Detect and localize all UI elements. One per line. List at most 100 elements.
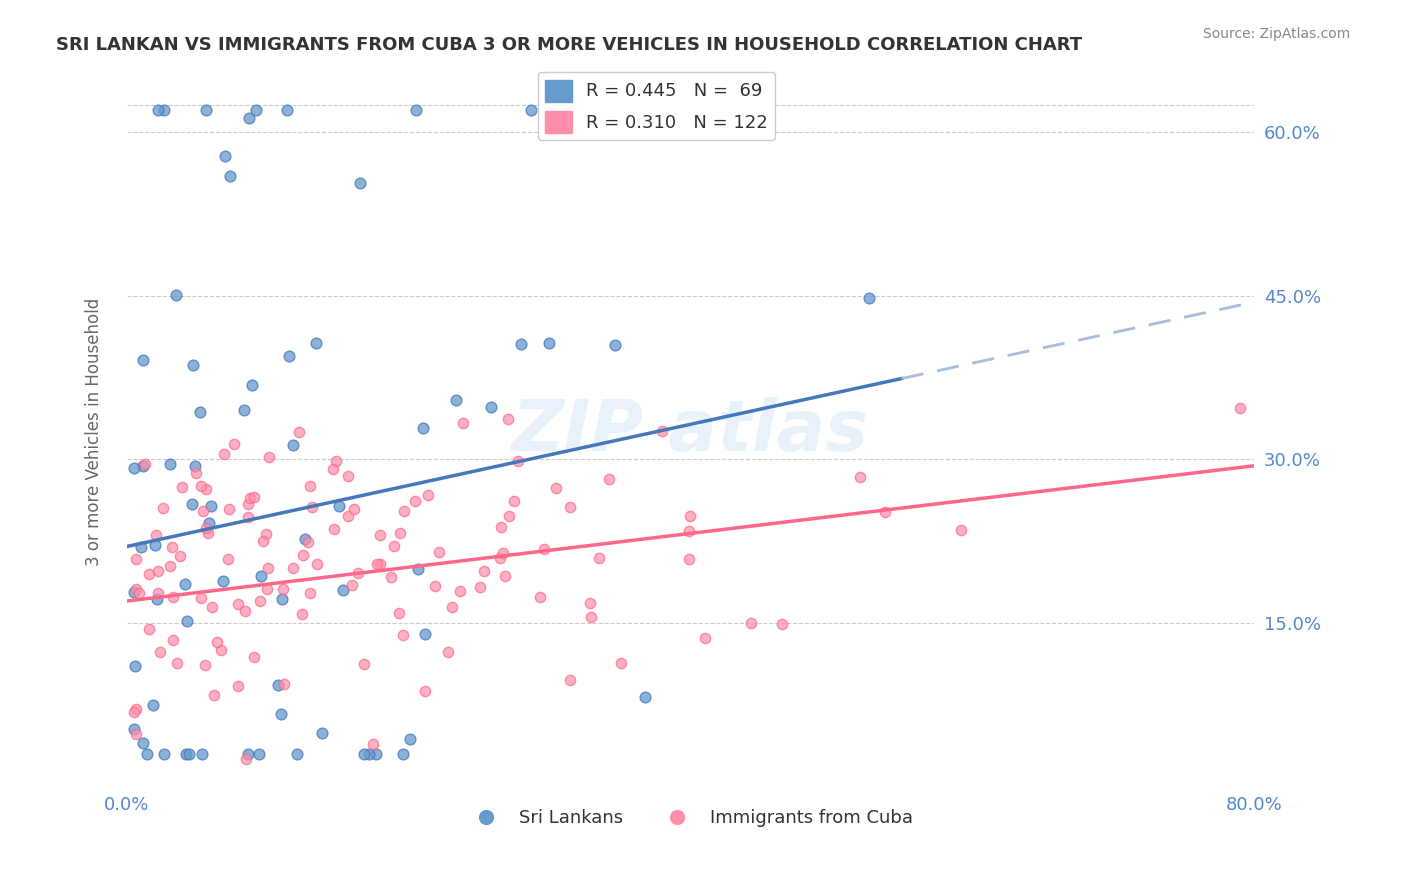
- Point: [238, 112, 260, 126]
- Point: [191, 504, 214, 518]
- Point: [125, 582, 148, 596]
- Point: [212, 447, 235, 461]
- Point: [148, 564, 170, 578]
- Point: [122, 460, 145, 475]
- Point: [238, 747, 260, 761]
- Point: [190, 591, 212, 605]
- Point: [437, 645, 460, 659]
- Point: [162, 633, 184, 648]
- Point: [132, 736, 155, 750]
- Point: [217, 551, 239, 566]
- Point: [190, 747, 212, 761]
- Point: [245, 103, 267, 118]
- Point: [858, 291, 880, 305]
- Point: [240, 377, 263, 392]
- Point: [336, 469, 359, 483]
- Point: [166, 656, 188, 670]
- Point: [204, 688, 226, 702]
- Point: [146, 592, 169, 607]
- Point: [492, 545, 515, 559]
- Point: [291, 607, 314, 622]
- Point: [125, 702, 148, 716]
- Point: [136, 747, 159, 761]
- Point: [1229, 401, 1251, 415]
- Point: [267, 678, 290, 692]
- Point: [558, 673, 581, 687]
- Point: [170, 480, 193, 494]
- Point: [138, 566, 160, 581]
- Point: [479, 401, 502, 415]
- Point: [875, 506, 897, 520]
- Point: [218, 501, 240, 516]
- Point: [219, 169, 242, 183]
- Point: [131, 458, 153, 473]
- Point: [124, 659, 146, 673]
- Point: [366, 747, 388, 761]
- Point: [249, 593, 271, 607]
- Point: [283, 561, 305, 575]
- Point: [250, 569, 273, 583]
- Point: [297, 535, 319, 549]
- Point: [152, 500, 174, 515]
- Point: [579, 596, 602, 610]
- Point: [184, 458, 207, 473]
- Point: [533, 541, 555, 556]
- Point: [183, 358, 205, 372]
- Point: [415, 684, 437, 698]
- Text: Source: ZipAtlas.com: Source: ZipAtlas.com: [1202, 27, 1350, 41]
- Point: [276, 103, 298, 118]
- Point: [193, 658, 215, 673]
- Point: [529, 590, 551, 604]
- Point: [770, 616, 793, 631]
- Point: [305, 558, 328, 572]
- Point: [188, 405, 211, 419]
- Point: [520, 103, 543, 118]
- Point: [214, 149, 236, 163]
- Point: [198, 516, 221, 530]
- Point: [285, 747, 308, 761]
- Point: [239, 491, 262, 506]
- Point: [368, 528, 391, 542]
- Point: [610, 656, 633, 670]
- Point: [579, 610, 602, 624]
- Point: [278, 349, 301, 363]
- Point: [142, 698, 165, 712]
- Point: [153, 747, 176, 761]
- Point: [382, 539, 405, 553]
- Point: [226, 679, 249, 693]
- Point: [634, 690, 657, 704]
- Point: [149, 645, 172, 659]
- Point: [236, 510, 259, 524]
- Point: [413, 626, 436, 640]
- Point: [288, 425, 311, 440]
- Point: [740, 615, 762, 630]
- Point: [357, 747, 380, 761]
- Point: [194, 103, 217, 118]
- Point: [404, 494, 426, 508]
- Point: [311, 726, 333, 740]
- Point: [138, 622, 160, 636]
- Point: [247, 747, 270, 761]
- Point: [399, 731, 422, 746]
- Point: [366, 557, 388, 571]
- Point: [392, 747, 415, 761]
- Y-axis label: 3 or more Vehicles in Household: 3 or more Vehicles in Household: [86, 298, 103, 566]
- Point: [148, 103, 170, 118]
- Point: [243, 491, 266, 505]
- Point: [270, 707, 292, 722]
- Point: [678, 552, 700, 566]
- Point: [427, 545, 450, 559]
- Point: [174, 577, 197, 591]
- Point: [449, 583, 471, 598]
- Point: [558, 500, 581, 514]
- Point: [693, 631, 716, 645]
- Point: [190, 479, 212, 493]
- Point: [143, 538, 166, 552]
- Text: ZIP atlas: ZIP atlas: [512, 398, 869, 467]
- Point: [949, 524, 972, 538]
- Point: [273, 677, 295, 691]
- Point: [159, 457, 181, 471]
- Point: [380, 570, 402, 584]
- Point: [232, 402, 254, 417]
- Point: [294, 532, 316, 546]
